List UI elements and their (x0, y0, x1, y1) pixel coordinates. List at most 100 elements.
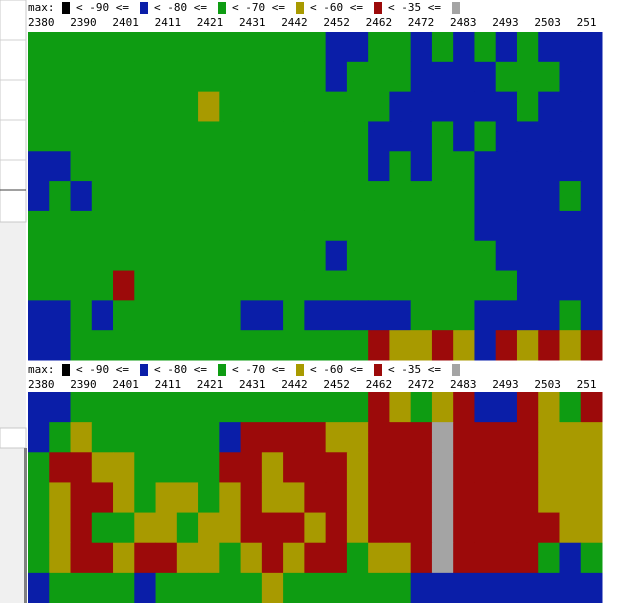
heatmap-cell (559, 392, 582, 423)
heatmap-cell (368, 210, 390, 242)
heatmap-cell (453, 482, 475, 514)
heatmap-cell (325, 91, 348, 122)
heatmap-cell (580, 392, 603, 423)
heatmap-cell (176, 240, 199, 272)
axis-label: 2390 (70, 16, 97, 29)
heatmap-cell (28, 542, 50, 574)
heatmap-cell (91, 240, 114, 272)
heatmap-cell (70, 542, 93, 574)
heatmap-cell (389, 300, 412, 331)
heatmap-cell (240, 151, 263, 182)
heatmap-cell (28, 330, 50, 361)
heatmap-cell (49, 61, 72, 93)
heatmap-cell (240, 300, 263, 331)
heatmap-cell (91, 422, 114, 453)
heatmap-cell (176, 542, 199, 574)
heatmap-cell (389, 270, 412, 301)
side-button[interactable] (0, 427, 27, 449)
heatmap-cell (134, 300, 157, 331)
heatmap-cell (283, 392, 305, 423)
heatmap-cell (410, 422, 433, 453)
heatmap-cell (368, 240, 390, 272)
heatmap-cell (304, 270, 327, 301)
heatmap-cell (91, 151, 114, 182)
heatmap-cell (516, 181, 539, 212)
heatmap-cell (283, 181, 305, 212)
heatmap-cell (580, 181, 603, 212)
heatmap-cell (516, 270, 539, 301)
heatmap-cell (198, 270, 220, 301)
heatmap-cell (431, 121, 454, 152)
heatmap-cell (261, 330, 284, 361)
heatmap-cell (155, 32, 178, 63)
axis-label: 2421 (197, 16, 224, 29)
heatmap-cell (304, 330, 327, 361)
heatmap-cell (49, 32, 72, 63)
heatmap-cell (49, 512, 72, 544)
side-list[interactable] (0, 0, 27, 223)
heatmap-cell (91, 270, 114, 301)
heatmap-cell (261, 512, 284, 544)
heatmap-cell (283, 91, 305, 122)
heatmap-cell (453, 572, 475, 603)
heatmap-cell (198, 32, 220, 63)
heatmap-cell (325, 240, 348, 272)
axis-label: 2431 (239, 378, 266, 391)
axis-label: 2390 (70, 378, 97, 391)
heatmap-cell (346, 392, 369, 423)
heatmap-cell (70, 392, 93, 423)
heatmap-cell (346, 512, 369, 544)
heatmap-cell (28, 452, 50, 483)
legend-swatch (62, 2, 70, 14)
heatmap-cell (198, 392, 220, 423)
heatmap-cell (283, 572, 305, 603)
heatmap-cell (304, 452, 327, 483)
heatmap-cell (495, 270, 518, 301)
heatmap-cell (474, 330, 497, 361)
heatmap-cell (240, 392, 263, 423)
heatmap-cell (240, 542, 263, 574)
heatmap-cell (346, 91, 369, 122)
heatmap-cell (580, 542, 603, 574)
heatmap-cell (91, 91, 114, 122)
heatmap-cell (155, 330, 178, 361)
heatmap-cell (495, 210, 518, 242)
heatmap-cell (198, 240, 220, 272)
heatmap-cell (346, 300, 369, 331)
heatmap-cell (304, 572, 327, 603)
heatmap-cell (368, 330, 390, 361)
heatmap-cell (431, 32, 454, 63)
heatmap-cell (70, 300, 93, 331)
legend-label: < -90 <= (76, 363, 129, 376)
heatmap-cell (28, 572, 50, 603)
side-scrollbar[interactable] (24, 448, 27, 603)
heatmap-cell (28, 210, 50, 242)
heatmap-cell (389, 422, 412, 453)
heatmap-cell (113, 61, 135, 93)
heatmap-cell (495, 240, 518, 272)
heatmap-cell (580, 240, 603, 272)
legend-bar (28, 0, 602, 32)
heatmap-cell (155, 181, 178, 212)
heatmap-cell (431, 181, 454, 212)
heatmap-cell (49, 452, 72, 483)
axis-label: 2431 (239, 16, 266, 29)
heatmap-cell (91, 512, 114, 544)
heatmap-cell (176, 91, 199, 122)
heatmap-cell (240, 270, 263, 301)
heatmap-cell (389, 151, 412, 182)
heatmap-cell (49, 542, 72, 574)
heatmap-cell (261, 392, 284, 423)
heatmap-cell (346, 181, 369, 212)
heatmap-cell (495, 452, 518, 483)
heatmap-cell (368, 482, 390, 514)
heatmap-cell (495, 61, 518, 93)
heatmap-cell (134, 392, 157, 423)
heatmap-cell (474, 512, 497, 544)
heatmap-cell (28, 422, 50, 453)
heatmap-cell (516, 572, 539, 603)
heatmap-cell (283, 452, 305, 483)
heatmap-cell (134, 422, 157, 453)
